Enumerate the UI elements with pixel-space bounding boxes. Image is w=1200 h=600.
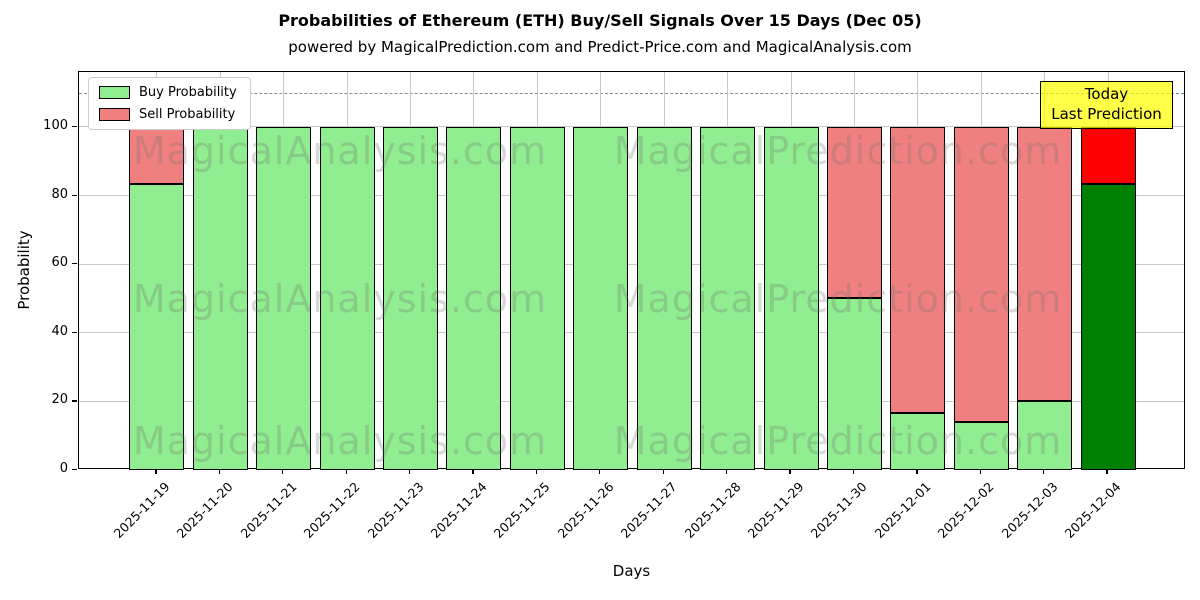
x-tick-2025-11-20	[218, 469, 221, 474]
bar-buy-2025-11-28	[700, 126, 756, 470]
bar-buy-2025-11-24	[446, 126, 502, 470]
y-tick-label-40: 40	[51, 323, 68, 339]
x-tick-2025-11-30	[852, 469, 855, 474]
bar-sell-2025-12-04	[1080, 126, 1136, 185]
x-tick-2025-11-26	[599, 469, 601, 474]
bar-buy-2025-12-02	[953, 421, 1009, 470]
chart-subtitle: powered by MagicalPrediction.com and Pre…	[288, 38, 912, 56]
y-tick-label-0: 0	[59, 461, 68, 476]
x-tick-2025-11-28	[726, 469, 728, 474]
x-tick-2025-11-24	[472, 469, 474, 474]
y-tick-label-80: 80	[51, 186, 68, 202]
x-tick-2025-12-04	[1106, 469, 1108, 474]
x-tick-2025-11-22	[345, 469, 347, 474]
bar-buy-2025-11-26	[573, 126, 629, 470]
gridline-y-60	[79, 263, 1184, 265]
x-tick-2025-11-29	[789, 469, 791, 474]
bar-buy-2025-11-20	[192, 126, 248, 470]
y-tick-label-20: 20	[51, 392, 68, 408]
bar-sell-2025-11-30	[826, 126, 882, 299]
x-tick-2025-12-02	[979, 469, 981, 474]
legend-label-buy: Buy Probability	[139, 85, 237, 100]
x-tick-2025-11-25	[535, 469, 538, 474]
x-tick-2025-11-27	[662, 469, 664, 474]
x-axis-label: Days	[612, 562, 651, 580]
bar-buy-2025-11-19	[129, 184, 185, 470]
gridline-y-40	[79, 332, 1184, 334]
x-tick-label-2025-11-19: 2025-11-19	[110, 479, 173, 541]
y-tick-0	[72, 469, 77, 471]
x-tick-2025-11-21	[282, 469, 284, 474]
today-annotation-line2: Last Prediction	[1051, 105, 1162, 123]
y-tick-100	[72, 125, 77, 128]
bar-buy-2025-11-25	[509, 126, 565, 470]
y-tick-label-60: 60	[51, 255, 68, 271]
bar-buy-2025-11-21	[256, 126, 312, 470]
gridline-y-100	[79, 126, 1184, 128]
bar-buy-2025-12-04	[1080, 184, 1136, 470]
bar-buy-2025-11-23	[383, 126, 439, 470]
sell-probability-swatch	[99, 108, 130, 121]
bar-buy-2025-11-29	[763, 126, 819, 470]
legend-item-sell: Sell Probability	[99, 107, 237, 122]
today-annotation: Today Last Prediction	[1040, 81, 1173, 129]
legend: Buy Probability Sell Probability	[88, 77, 251, 130]
bar-buy-2025-12-01	[890, 412, 946, 470]
y-tick-label-100: 100	[43, 117, 68, 133]
bar-buy-2025-11-22	[319, 126, 375, 470]
today-annotation-line1: Today	[1084, 85, 1129, 103]
y-tick-20	[72, 400, 77, 402]
legend-item-buy: Buy Probability	[99, 85, 237, 100]
gridline-y-80	[79, 195, 1184, 197]
buy-probability-swatch	[99, 86, 130, 99]
bar-buy-2025-11-30	[826, 298, 882, 470]
dashed-threshold-line	[79, 92, 1184, 94]
legend-label-sell: Sell Probability	[139, 107, 236, 122]
y-tick-80	[72, 194, 77, 196]
bar-buy-2025-12-03	[1017, 401, 1073, 470]
bar-sell-2025-12-01	[890, 126, 946, 413]
bar-buy-2025-11-27	[636, 126, 692, 470]
chart-title: Probabilities of Ethereum (ETH) Buy/Sell…	[278, 11, 922, 30]
y-tick-40	[72, 331, 77, 334]
x-tick-2025-11-23	[408, 469, 411, 474]
x-tick-2025-12-01	[916, 469, 918, 474]
bar-sell-2025-12-03	[1017, 126, 1073, 402]
bar-sell-2025-12-02	[953, 126, 1009, 422]
bar-sell-2025-11-19	[129, 126, 185, 185]
plot-area: Buy Probability Sell Probability	[78, 71, 1185, 470]
gridline-y-20	[79, 400, 1184, 402]
x-tick-2025-11-19	[155, 469, 157, 474]
x-tick-2025-12-03	[1043, 469, 1045, 474]
y-tick-60	[72, 263, 77, 265]
